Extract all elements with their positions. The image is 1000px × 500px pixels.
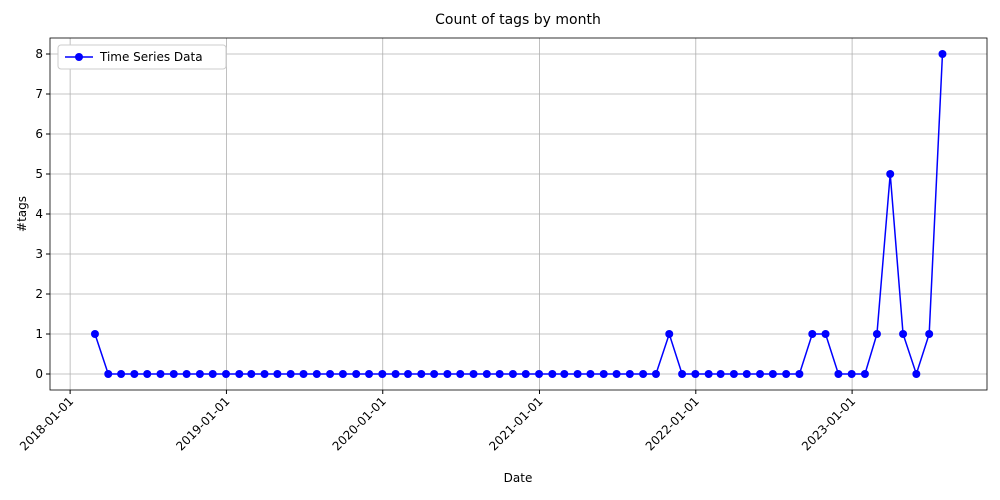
data-point	[938, 50, 947, 58]
data-point	[678, 370, 687, 378]
data-point	[338, 370, 347, 378]
data-point	[378, 370, 387, 378]
data-point	[469, 370, 478, 378]
data-point	[573, 370, 582, 378]
data-point	[912, 370, 921, 378]
x-tick-label: 2023-01-01	[799, 394, 858, 453]
data-point	[716, 370, 725, 378]
x-tick-label: 2020-01-01	[330, 394, 389, 453]
data-point	[404, 370, 413, 378]
data-point	[860, 370, 869, 378]
data-point	[586, 370, 595, 378]
data-point	[117, 370, 126, 378]
y-tick-label: 0	[35, 367, 43, 381]
data-point	[795, 370, 804, 378]
y-tick-label: 7	[35, 87, 43, 101]
y-tick-label: 3	[35, 247, 43, 261]
x-tick-label: 2021-01-01	[486, 394, 545, 453]
data-point	[169, 370, 178, 378]
data-point	[872, 330, 881, 338]
y-tick-label: 4	[35, 207, 43, 221]
data-point	[235, 370, 244, 378]
data-point	[443, 370, 452, 378]
data-point	[247, 370, 256, 378]
data-point	[756, 370, 765, 378]
data-point	[704, 370, 713, 378]
data-point	[365, 370, 374, 378]
data-point	[899, 330, 908, 338]
data-point	[143, 370, 152, 378]
x-tick-label: 2019-01-01	[173, 394, 232, 453]
data-point	[508, 370, 517, 378]
data-point	[625, 370, 634, 378]
plot-frame	[49, 37, 988, 391]
data-point	[742, 370, 751, 378]
data-point	[782, 370, 791, 378]
data-point	[208, 370, 217, 378]
data-point	[482, 370, 491, 378]
data-point	[560, 370, 569, 378]
data-point	[834, 370, 843, 378]
x-tick-label: 2022-01-01	[643, 394, 702, 453]
data-point	[821, 330, 830, 338]
data-point	[548, 370, 557, 378]
data-point	[495, 370, 504, 378]
data-point	[286, 370, 295, 378]
data-point	[535, 370, 544, 378]
data-point	[260, 370, 269, 378]
data-point	[808, 330, 817, 338]
data-point	[90, 330, 99, 338]
data-point	[195, 370, 204, 378]
data-point	[326, 370, 335, 378]
x-tick-label: 2018-01-01	[17, 394, 76, 453]
legend-box	[57, 44, 227, 70]
y-tick-label: 5	[35, 167, 43, 181]
data-point	[665, 330, 674, 338]
data-point	[768, 370, 777, 378]
y-tick-label: 8	[35, 47, 43, 61]
y-axis-label: #tags	[15, 196, 29, 232]
data-point	[352, 370, 361, 378]
data-point	[273, 370, 282, 378]
y-tick-label: 6	[35, 127, 43, 141]
data-point	[651, 370, 660, 378]
data-point	[639, 370, 648, 378]
data-point	[925, 330, 934, 338]
data-point	[729, 370, 738, 378]
y-tick-label: 2	[35, 287, 43, 301]
data-point	[417, 370, 426, 378]
chart-title: Count of tags by month	[435, 12, 601, 28]
x-axis-label: Date	[504, 471, 533, 485]
data-point	[847, 370, 856, 378]
data-point	[430, 370, 439, 378]
y-tick-label: 1	[35, 327, 43, 341]
data-point	[612, 370, 621, 378]
data-point	[391, 370, 400, 378]
data-point	[130, 370, 139, 378]
data-point	[156, 370, 165, 378]
data-point	[299, 370, 308, 378]
data-point	[456, 370, 465, 378]
data-point	[222, 370, 231, 378]
data-point	[182, 370, 191, 378]
legend-marker	[75, 53, 83, 61]
data-point	[691, 370, 700, 378]
data-point	[521, 370, 530, 378]
legend-label: Time Series Data	[99, 50, 203, 64]
data-point	[599, 370, 608, 378]
data-point	[312, 370, 321, 378]
data-point	[104, 370, 113, 378]
data-point	[886, 170, 895, 178]
